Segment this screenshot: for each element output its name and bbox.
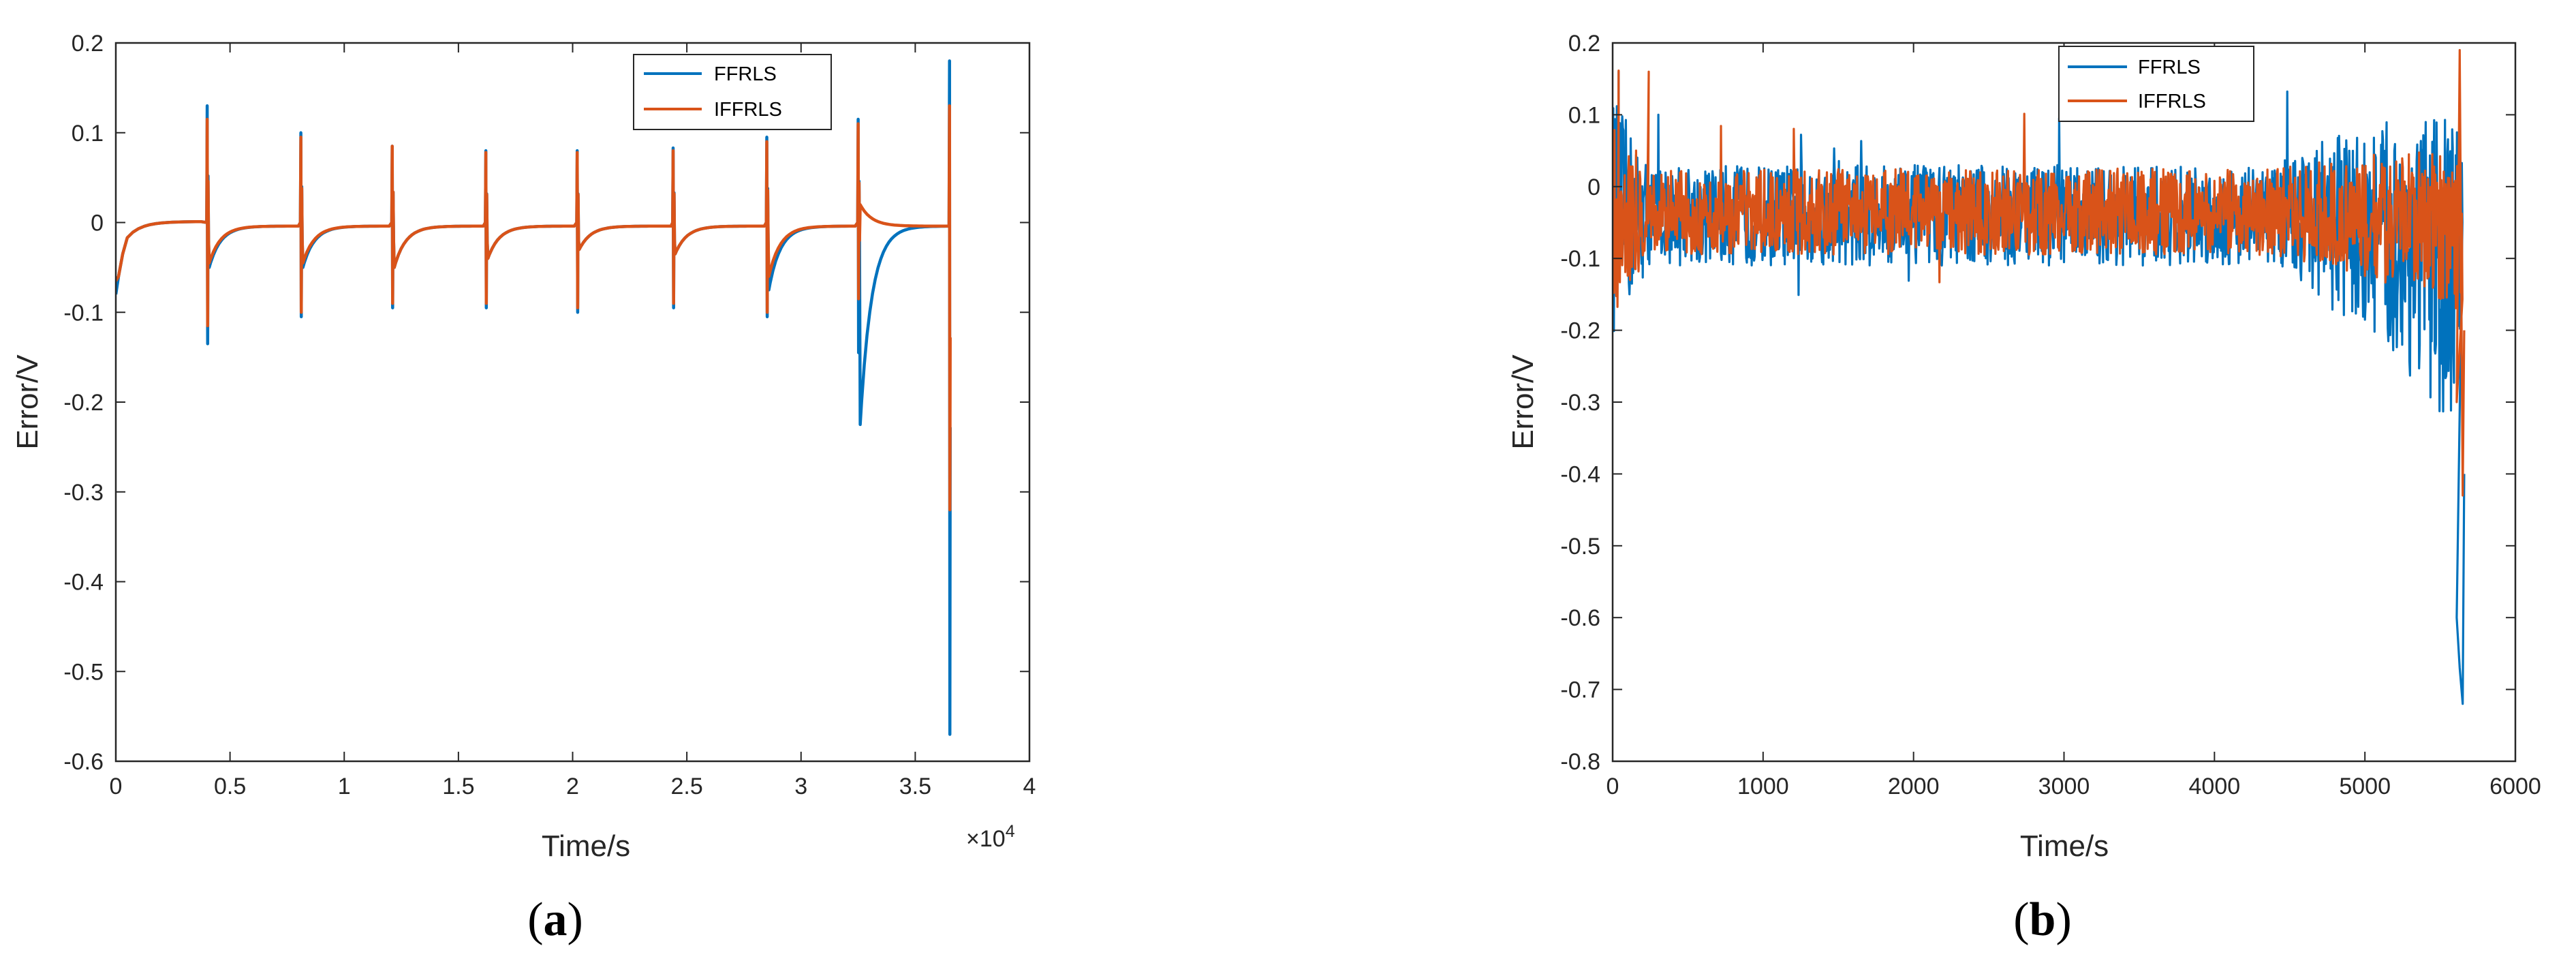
chart-b-plot-area (1611, 42, 2517, 763)
chart-b-series-iffrls (1613, 48, 2466, 497)
panel-b-caption: (b) (2013, 893, 2072, 946)
chart-b-y-tick-label: -0.8 (1560, 749, 1600, 775)
legend-b-ffrls-label: FFRLS (2138, 57, 2201, 78)
chart-a-y-tick-label: -0.2 (63, 390, 104, 416)
chart-a-legend: FFRLS IFFRLS (633, 54, 832, 130)
chart-b-y-tick-label: -0.7 (1560, 677, 1600, 703)
chart-b-y-tick-label: -0.1 (1560, 246, 1600, 272)
chart-a-x-tick-label: 3 (794, 774, 807, 799)
chart-b-x-tick-label: 1000 (1737, 774, 1789, 799)
panel-a-caption: (a) (527, 893, 583, 946)
chart-b-y-tick-label: -0.6 (1560, 605, 1600, 631)
chart-a-y-tick-label: -0.5 (63, 659, 104, 685)
chart-b-y-tick-label: -0.2 (1560, 318, 1600, 344)
chart-a-x-exponent-base: ×10 (966, 826, 1006, 852)
chart-a-x-exponent: ×104 (966, 822, 1015, 852)
chart-b-x-tick-label: 3000 (2038, 774, 2090, 799)
chart-b: 0 1000 2000 3000 4000 5000 6000 -0.8 -0.7 -0.6 -0… (1506, 31, 2541, 946)
chart-a-x-tick-label: 1.5 (442, 774, 474, 799)
chart-a: 0 0.5 1 1.5 2 2.5 3 3.5 4 -0.6 -0.5 -0.4 -0.3 -0.2 -0… (11, 31, 1036, 946)
chart-b-x-axis-label: Time/s (2020, 829, 2109, 863)
panel-b-letter: b (2030, 893, 2056, 946)
chart-a-series-ffrls (116, 59, 952, 736)
chart-a-x-tick-label: 4 (1023, 774, 1036, 799)
chart-a-y-tick-label: -0.3 (63, 480, 104, 506)
chart-a-plot-area (114, 42, 1031, 763)
chart-a-x-axis-label: Time/s (542, 829, 630, 863)
chart-b-axes-box (1611, 42, 2517, 763)
chart-a-y-tick-label: 0.2 (72, 31, 104, 57)
chart-b-x-tick-label: 4000 (2189, 774, 2241, 799)
chart-a-x-tick-label: 0.5 (214, 774, 246, 799)
chart-a-y-tick-label: -0.1 (63, 300, 104, 326)
chart-b-y-tick-label: -0.5 (1560, 534, 1600, 560)
chart-b-x-tick-label: 2000 (1888, 774, 1940, 799)
chart-a-axes-box (114, 42, 1031, 763)
legend-b-iffrls-label: IFFRLS (2138, 91, 2206, 112)
panel-a-letter: a (544, 893, 568, 946)
chart-b-series-ffrls (1613, 70, 2466, 705)
chart-b-y-tick-label: 0.2 (1568, 31, 1600, 57)
chart-a-x-tick-label: 0 (110, 774, 123, 799)
chart-b-x-tick-label: 0 (1607, 774, 1619, 799)
legend-a-iffrls-label: IFFRLS (714, 99, 782, 121)
chart-b-y-axis-label: Error/V (1506, 354, 1540, 450)
chart-a-x-tick-label: 2.5 (670, 774, 702, 799)
chart-a-x-tick-label: 3.5 (899, 774, 931, 799)
chart-a-series-iffrls (116, 104, 952, 512)
chart-a-y-axis-label: Error/V (11, 354, 44, 450)
chart-a-y-tick-label: 0 (91, 211, 104, 236)
chart-a-x-tick-label: 1 (338, 774, 351, 799)
chart-a-x-tick-label: 2 (566, 774, 579, 799)
chart-b-y-tick-label: -0.4 (1560, 461, 1600, 487)
chart-b-y-tick-label: -0.3 (1560, 390, 1600, 416)
chart-b-legend: FFRLS IFFRLS (2058, 46, 2254, 122)
chart-a-x-exponent-power: 4 (1006, 822, 1015, 841)
chart-b-y-tick-label: 0.1 (1568, 102, 1600, 128)
chart-b-x-tick-label: 6000 (2489, 774, 2541, 799)
chart-b-x-tick-label: 5000 (2339, 774, 2391, 799)
chart-a-y-tick-label: 0.1 (72, 121, 104, 147)
legend-a-ffrls-label: FFRLS (714, 63, 777, 85)
chart-b-y-tick-label: 0 (1587, 174, 1600, 200)
chart-a-y-tick-label: -0.4 (63, 570, 104, 596)
chart-a-y-tick-label: -0.6 (63, 749, 104, 775)
